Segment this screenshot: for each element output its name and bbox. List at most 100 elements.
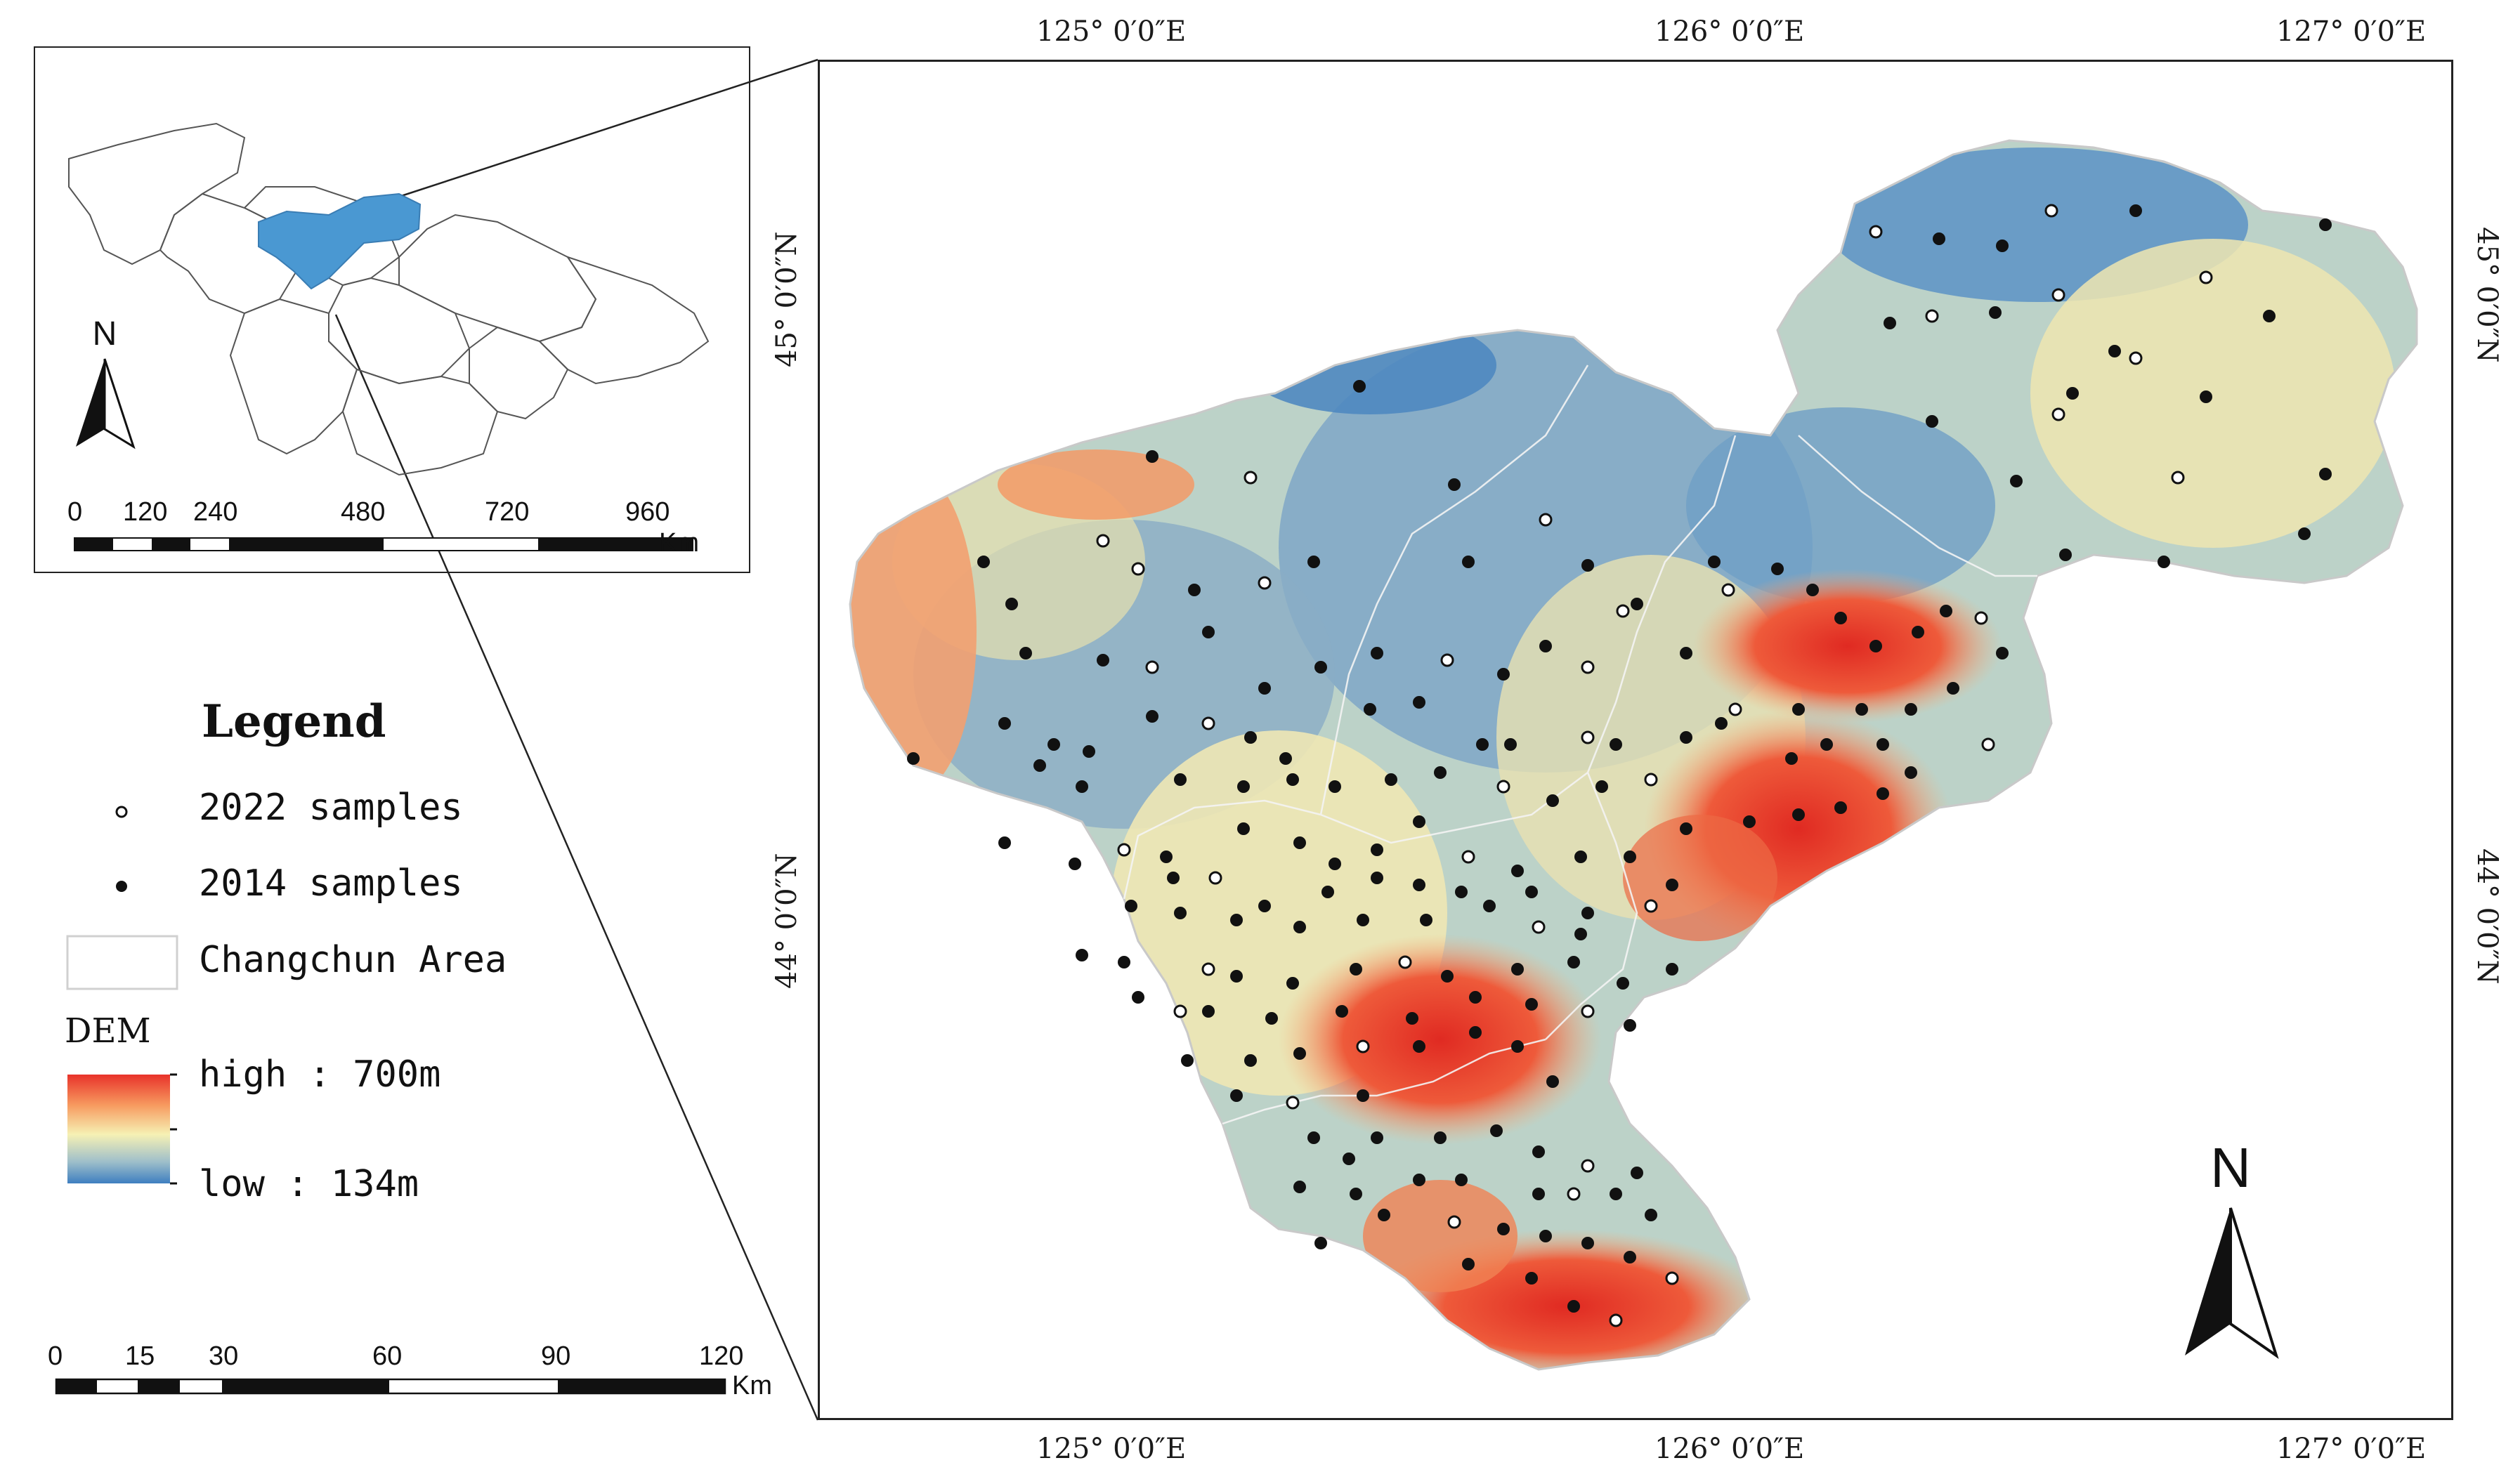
sample-2014-point <box>1483 900 1496 912</box>
sample-2014-point <box>2108 345 2121 357</box>
main-map-frame <box>818 60 2453 1420</box>
sample-2014-point <box>1574 851 1587 863</box>
sample-2014-point <box>1413 696 1425 709</box>
sample-2014-point <box>1371 1131 1383 1144</box>
sample-2014-point <box>1364 703 1376 716</box>
sample-2022-point <box>1616 604 1630 618</box>
sample-2014-point <box>1567 1300 1580 1313</box>
sample-2014-point <box>1406 1012 1418 1025</box>
sample-2014-point <box>2010 475 2023 487</box>
sample-2014-point <box>1314 661 1327 674</box>
sample-2014-point <box>1167 872 1180 884</box>
sample-2014-point <box>1989 306 2002 319</box>
sample-2014-point <box>1680 647 1692 659</box>
sample-2014-point <box>1441 970 1454 983</box>
sample-2014-point <box>1497 1223 1510 1235</box>
sample-2014-point <box>1160 851 1173 863</box>
main-scale-unit: Km <box>732 1371 772 1400</box>
sample-2022-point <box>1117 843 1131 857</box>
sample-2014-point <box>1525 998 1538 1011</box>
sample-2022-point <box>2051 288 2065 302</box>
zoom-line-top <box>396 58 818 199</box>
sample-2014-point <box>1933 232 1945 245</box>
sample-2014-point <box>1258 900 1271 912</box>
main-scale-tick-30: 30 <box>209 1341 239 1371</box>
sample-2014-point <box>1146 450 1158 463</box>
sample-2022-point <box>1869 225 1883 239</box>
sample-2014-point <box>1076 780 1088 793</box>
sample-2014-point <box>998 836 1011 849</box>
changchun-outline <box>849 139 2418 1371</box>
sample-2014-point <box>1525 1272 1538 1285</box>
sample-2022-point <box>1728 702 1742 716</box>
sample-2014-point <box>1307 556 1320 568</box>
sample-2014-point <box>1940 605 1952 617</box>
sample-2014-point <box>1293 921 1306 933</box>
sample-2014-point <box>1996 239 2009 252</box>
sample-2014-point <box>1525 886 1538 898</box>
sample-2014-point <box>1595 780 1608 793</box>
sample-2014-point <box>1884 317 1896 329</box>
sample-2014-point <box>1434 766 1447 779</box>
sample-2014-point <box>1511 865 1524 877</box>
bottom-lon-label-127: 127° 0′0″E <box>2276 1433 2427 1465</box>
sample-2014-point <box>1293 1181 1306 1193</box>
sample-2014-point <box>1743 815 1756 828</box>
sample-2014-point <box>1715 717 1728 730</box>
sample-2014-point <box>1666 963 1678 976</box>
inset-scale-tick-0: 0 <box>67 497 83 527</box>
inset-scale-tick-720: 720 <box>485 497 530 527</box>
inset-changchun-highlight <box>258 192 422 290</box>
sample-2014-point <box>1069 858 1081 870</box>
sample-2014-point <box>1574 928 1587 940</box>
sample-2014-point <box>1174 907 1187 919</box>
sample-2014-point <box>1033 759 1046 772</box>
sample-2022-point <box>1356 1039 1370 1053</box>
sample-2022-point <box>1286 1096 1300 1110</box>
sample-2022-point <box>1609 1313 1623 1327</box>
sample-2014-point <box>1624 851 1636 863</box>
legend-area-label: Changchun Area <box>199 939 507 981</box>
legend-dem-low: low : 134m <box>199 1163 419 1205</box>
main-scale-tick-90: 90 <box>541 1341 571 1371</box>
sample-2014-point <box>1581 559 1594 572</box>
sample-2014-point <box>1631 1167 1643 1179</box>
sample-2014-point <box>1581 1237 1594 1249</box>
sample-2014-point <box>1855 703 1868 716</box>
sample-2014-point <box>1490 1124 1503 1137</box>
sample-2014-point <box>1188 584 1201 596</box>
sample-2022-point <box>1258 576 1272 590</box>
sample-2014-point <box>1869 640 1882 652</box>
sample-2014-point <box>1244 1054 1257 1067</box>
sample-2014-point <box>1076 949 1088 961</box>
inset-map: N <box>68 122 710 551</box>
sample-2014-point <box>1462 1258 1475 1270</box>
sample-2014-point <box>1125 900 1137 912</box>
sample-2014-point <box>2158 556 2170 568</box>
sample-2014-point <box>2200 390 2212 403</box>
sample-2014-point <box>977 556 990 568</box>
sample-2014-point <box>1511 1040 1524 1053</box>
inset-scale-tick-240: 240 <box>193 497 238 527</box>
sample-2014-point <box>1567 956 1580 968</box>
inset-scale-unit: Km <box>659 528 699 558</box>
sample-2014-point <box>1539 640 1552 652</box>
sample-2014-point <box>1546 794 1559 807</box>
sample-2022-point <box>1644 773 1658 787</box>
sample-2014-point <box>1708 556 1721 568</box>
sample-2022-point <box>1581 660 1595 674</box>
sample-2014-point <box>1097 654 1109 667</box>
sample-2022-point <box>1096 534 1110 548</box>
sample-2014-point <box>1329 780 1341 793</box>
sample-2014-point <box>1293 836 1306 849</box>
sample-2014-point <box>2263 310 2276 322</box>
sample-2014-point <box>1244 731 1257 744</box>
sample-2014-point <box>1258 682 1271 695</box>
district-boundaries <box>1123 365 2037 1125</box>
sample-2014-point <box>1413 879 1425 891</box>
sample-2022-point <box>1244 471 1258 485</box>
sample-2014-point <box>1019 647 1032 659</box>
sample-2014-point <box>1834 801 1847 814</box>
sample-2014-point <box>1455 886 1468 898</box>
sample-2014-point <box>1378 1209 1390 1221</box>
